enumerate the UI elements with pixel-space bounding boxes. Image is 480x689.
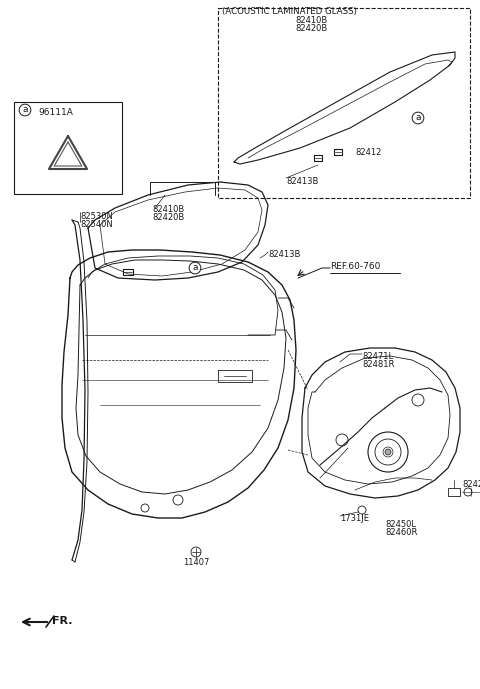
Text: 82420B: 82420B [152, 213, 184, 222]
Text: 82530N: 82530N [80, 212, 113, 221]
Text: 11407: 11407 [183, 558, 209, 567]
Text: 82413B: 82413B [268, 250, 300, 259]
Text: 82450L: 82450L [385, 520, 416, 529]
Text: 82410B: 82410B [296, 16, 328, 25]
Text: a: a [415, 114, 421, 123]
Text: 82424A: 82424A [462, 480, 480, 489]
Text: 82412: 82412 [355, 148, 382, 157]
Text: 82471L: 82471L [362, 352, 393, 361]
Text: a: a [192, 263, 198, 273]
Text: a: a [22, 105, 28, 114]
Text: 1731JE: 1731JE [340, 514, 369, 523]
Text: (ACOUSTIC LAMINATED GLASS): (ACOUSTIC LAMINATED GLASS) [222, 7, 357, 16]
Text: 82481R: 82481R [362, 360, 395, 369]
Bar [448, 488, 460, 496]
Text: 82540N: 82540N [80, 220, 113, 229]
Text: 82410B: 82410B [152, 205, 184, 214]
Text: FR.: FR. [52, 616, 72, 626]
Text: 82460R: 82460R [385, 528, 418, 537]
Text: 96111A: 96111A [38, 108, 73, 117]
Text: REF.60-760: REF.60-760 [330, 262, 380, 271]
Text: 82413B: 82413B [286, 177, 318, 186]
Text: 82420B: 82420B [296, 24, 328, 33]
Circle shape [385, 449, 391, 455]
Bar [218, 8, 470, 198]
Bar [14, 102, 122, 194]
